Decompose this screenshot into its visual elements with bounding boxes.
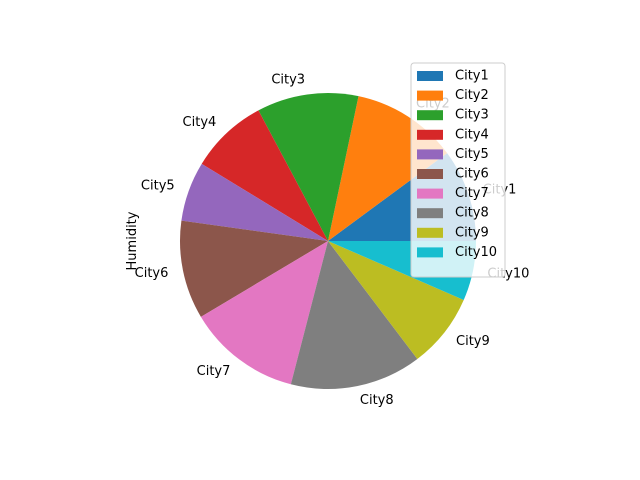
pie-slice-city3 — [258, 93, 359, 241]
legend-swatch-city1 — [417, 71, 443, 81]
legend-label-city9: City9 — [455, 225, 489, 240]
legend-swatch-city5 — [417, 149, 443, 160]
pie-slice-city9 — [328, 241, 464, 359]
y-axis-label: Humidity — [125, 211, 140, 270]
legend: City1 City2 City3 City4 City5 City6 City7 City8… — [410, 62, 506, 278]
legend-swatch-city4 — [417, 129, 443, 140]
legend-swatch-city7 — [417, 188, 443, 199]
pie-slice-city8 — [290, 241, 418, 389]
legend-label-city1: City1 — [455, 69, 489, 84]
legend-label-city6: City6 — [455, 167, 489, 182]
pie-slice-city5 — [181, 163, 328, 241]
pie-label-city6: City6 — [135, 266, 169, 281]
legend-swatch-city9 — [417, 227, 443, 238]
pie-label-city3: City3 — [271, 72, 305, 87]
pie-label-city8: City8 — [360, 393, 394, 408]
pie-slice-city6 — [179, 220, 328, 317]
legend-swatch-city6 — [417, 169, 443, 179]
legend-label-city3: City3 — [455, 108, 489, 123]
legend-swatch-city10 — [417, 247, 443, 258]
legend-label-city8: City8 — [455, 206, 489, 221]
legend-label-city4: City4 — [455, 127, 489, 142]
pie-label-city9: City9 — [456, 334, 490, 349]
legend-label-city7: City7 — [455, 186, 489, 201]
legend-label-city10: City10 — [455, 245, 497, 260]
pie-slice-city4 — [201, 110, 328, 241]
legend-swatch-city8 — [417, 208, 443, 219]
pie-slice-city7 — [200, 241, 328, 385]
legend-swatch-city2 — [417, 90, 443, 101]
legend-swatch-city3 — [417, 110, 443, 121]
pie-label-city5: City5 — [141, 179, 175, 194]
pie-label-city4: City4 — [183, 115, 217, 130]
legend-label-city5: City5 — [455, 147, 489, 162]
pie-label-city7: City7 — [197, 364, 231, 379]
legend-label-city2: City2 — [455, 88, 489, 103]
